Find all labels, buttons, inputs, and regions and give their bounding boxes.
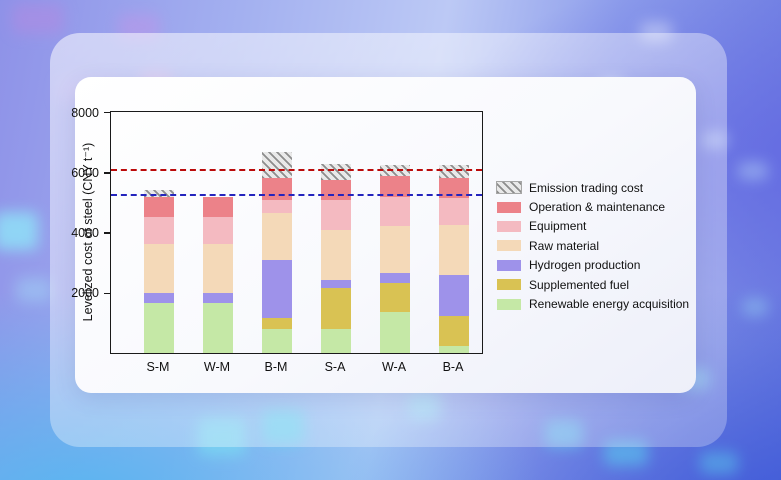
x-tick-label: S-A [324, 360, 346, 374]
bar-segment [321, 287, 351, 330]
bar-segment [203, 196, 233, 217]
bar-W-M [203, 112, 233, 353]
legend-label: Renewable energy acquisition [529, 297, 690, 312]
x-tick-label: W-A [381, 360, 407, 374]
bar-segment [380, 282, 410, 313]
bar-segment [321, 279, 351, 288]
bar-segment [262, 199, 292, 214]
y-tick-mark [104, 232, 110, 234]
bar-segment [439, 224, 469, 275]
bar-S-A [321, 112, 351, 353]
bar-W-A [380, 112, 410, 353]
x-tick-label: B-M [264, 360, 288, 374]
legend-label: Supplemented fuel [529, 277, 630, 292]
bar-B-M [262, 112, 292, 353]
bar-segment [144, 196, 174, 217]
bar-segment [203, 243, 233, 293]
bar-segment [144, 216, 174, 244]
legend-label: Equipment [529, 219, 587, 234]
bar-S-M [144, 112, 174, 353]
y-tick-label: 4000 [71, 226, 99, 241]
bokeh-blob [16, 278, 52, 302]
bar-segment [262, 329, 292, 353]
x-tick-label: W-M [203, 360, 231, 374]
y-tick-label: 6000 [71, 165, 99, 180]
bokeh-blob [12, 4, 64, 34]
bar-segment [321, 180, 351, 200]
legend-label: Emission trading cost [529, 180, 644, 195]
legend-swatch [497, 298, 521, 310]
bar-B-A [439, 112, 469, 353]
legend-swatch [497, 201, 521, 213]
bar-segment [439, 198, 469, 225]
bar-segment [203, 292, 233, 304]
bar-segment [380, 273, 410, 283]
bar-segment [203, 303, 233, 353]
legend-swatch [497, 279, 521, 291]
bar-segment [439, 346, 469, 353]
reference-line [111, 194, 482, 197]
bar-segment [380, 176, 410, 197]
x-tick-label: B-A [442, 360, 464, 374]
bokeh-blob [738, 162, 768, 180]
bar-segment [144, 243, 174, 293]
bar-segment [439, 164, 469, 179]
legend-swatch [496, 181, 522, 195]
bokeh-blob [0, 212, 38, 250]
y-tick-mark [104, 111, 110, 114]
bar-segment [262, 178, 292, 200]
reference-line [111, 168, 482, 171]
y-tick-mark [104, 172, 110, 174]
bar-segment [321, 164, 351, 181]
y-tick-label: 2000 [71, 286, 99, 301]
bar-segment [262, 317, 292, 330]
legend-label: Hydrogen production [529, 258, 641, 273]
plot-area [110, 111, 483, 354]
bar-segment [439, 274, 469, 316]
bar-segment [321, 199, 351, 230]
bar-segment [321, 229, 351, 280]
x-tick-label: S-M [146, 360, 170, 374]
bar-segment [144, 303, 174, 353]
legend-item: Hydrogen production [497, 256, 712, 275]
bar-segment [144, 292, 174, 304]
legend-swatch [497, 259, 521, 271]
bar-segment [144, 190, 174, 197]
y-tick-label: 8000 [71, 105, 99, 120]
bar-segment [380, 196, 410, 227]
bokeh-blob [700, 452, 738, 474]
bar-segment [262, 259, 292, 318]
bar-segment [203, 216, 233, 244]
legend-item: Supplemented fuel [497, 275, 712, 294]
bar-segment [380, 226, 410, 274]
legend-item: Emission trading cost [496, 178, 712, 197]
bokeh-blob [742, 298, 768, 316]
y-tick-mark [104, 292, 110, 295]
legend-swatch [497, 220, 521, 232]
legend-item: Renewable energy acquisition [497, 294, 712, 313]
bar-segment [321, 329, 351, 353]
legend-item: Raw material [497, 236, 712, 255]
legend-item: Equipment [497, 217, 712, 236]
bar-segment [439, 315, 469, 347]
bar-segment [262, 213, 292, 260]
bar-segment [262, 151, 292, 179]
legend-label: Raw material [529, 238, 600, 253]
bar-segment [380, 312, 410, 353]
legend-item: Operation & maintenance [497, 197, 712, 216]
chart-card: Levelized cost of steel (CNY t⁻¹) 2000 40… [71, 77, 696, 393]
legend-swatch [497, 240, 521, 252]
legend-label: Operation & maintenance [529, 200, 666, 215]
bar-segment [439, 178, 469, 199]
legend: Emission trading cost Operation & mainten… [496, 178, 712, 314]
